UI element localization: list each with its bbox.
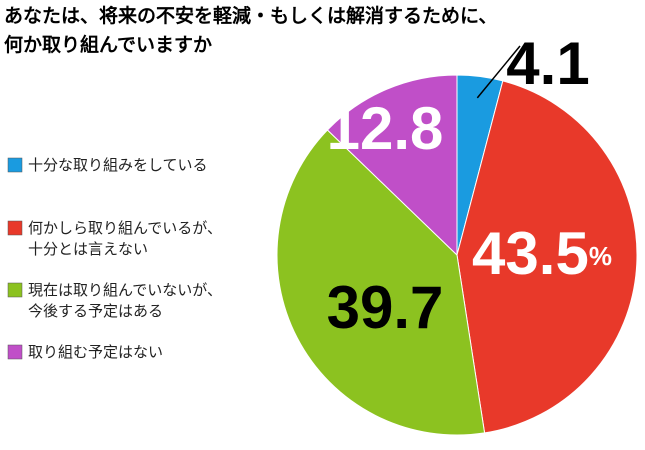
legend-label: 取り組む予定はない (28, 343, 163, 361)
value-number: 43.5 (472, 220, 589, 287)
value-label: 43.5% (472, 220, 612, 287)
value-unit: % (589, 241, 612, 271)
value-number: 39.7 (327, 274, 444, 341)
chart-title: 何か取り組んでいますか (4, 33, 212, 56)
legend-swatch (7, 157, 23, 173)
legend-label: 今後する予定はある (28, 302, 163, 320)
value-label: 12.8 (327, 95, 444, 162)
legend-label: 何かしら取り組んでいるが、 (28, 219, 222, 237)
chart-title: あなたは、将来の不安を軽減・もしくは解消するために、 (4, 4, 497, 27)
legend-swatch (7, 220, 23, 236)
value-label: 39.7 (327, 274, 444, 341)
legend-label: 十分とは言えない (28, 240, 148, 258)
pie-slice (326, 74, 458, 257)
value-label: 4.1 (506, 30, 589, 97)
leader-line (476, 45, 521, 99)
legend-label: 現在は取り組んでいないが、 (28, 281, 222, 299)
legend-label: 十分な取り組みをしている (28, 156, 208, 174)
value-number: 4.1 (506, 30, 589, 97)
value-number: 12.8 (327, 95, 444, 162)
legend-swatch (7, 282, 23, 298)
pie-slice (276, 129, 486, 436)
pie-slice (456, 80, 638, 434)
legend-swatch (7, 344, 23, 360)
